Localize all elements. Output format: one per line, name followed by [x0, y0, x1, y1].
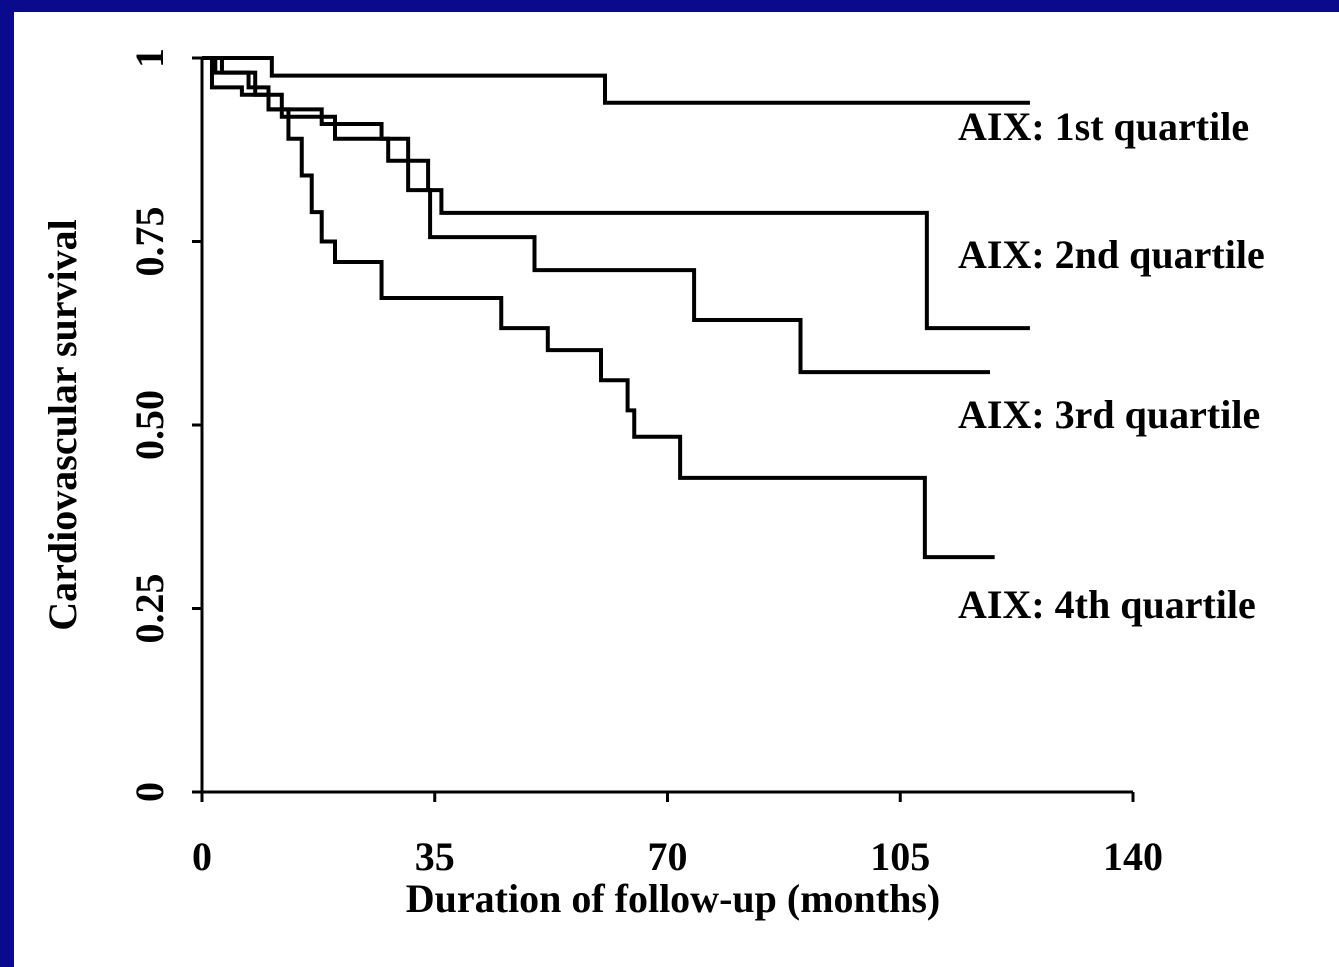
curve-label: AIX: 3rd quartile: [958, 392, 1260, 437]
y-tick-label: 0.50: [127, 390, 172, 460]
survival-curve: [202, 56, 995, 560]
x-tick-label: 35: [415, 834, 455, 879]
x-axis-label: Duration of follow-up (months): [406, 876, 940, 921]
survival-curve: [202, 56, 991, 375]
curve-label: AIX: 2nd quartile: [958, 232, 1265, 277]
curve-label: AIX: 4th quartile: [958, 582, 1256, 627]
y-tick-label: 0.25: [127, 574, 172, 644]
y-tick-label: 0: [127, 782, 172, 802]
x-tick-label: 105: [870, 834, 930, 879]
x-tick-label: 140: [1103, 834, 1163, 879]
survival-curve: [202, 56, 1030, 105]
survival-curve: [202, 56, 1030, 331]
x-tick-label: 70: [648, 834, 688, 879]
x-tick-label: 0: [192, 834, 212, 879]
y-tick-label: 1: [127, 48, 172, 68]
panel: [14, 12, 1339, 967]
y-axis-label: Cardiovascular survival: [40, 219, 85, 631]
curve-label: AIX: 1st quartile: [958, 104, 1249, 149]
y-tick-label: 0.75: [127, 207, 172, 277]
